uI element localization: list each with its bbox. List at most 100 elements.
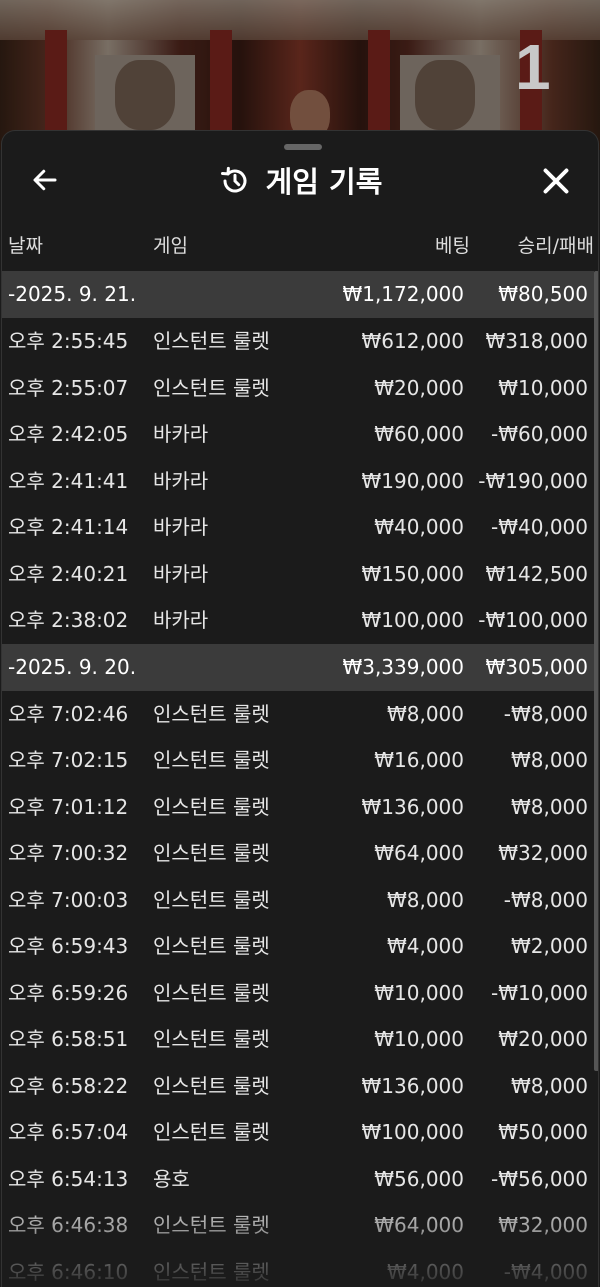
row-game: 인스턴트 룰렛: [153, 934, 270, 958]
history-row[interactable]: 오후 6:46:10 인스턴트 룰렛 ₩4,000 -₩4,000: [2, 1249, 594, 1287]
row-bet: ₩136,000: [361, 1073, 464, 1098]
row-bet: ₩150,000: [361, 561, 464, 586]
row-bet: ₩100,000: [361, 1120, 464, 1144]
row-result: ₩318,000: [485, 329, 588, 353]
row-time: 오후 2:41:41: [8, 468, 129, 493]
row-bet: ₩10,000: [374, 1027, 464, 1051]
history-row[interactable]: 오후 6:58:22 인스턴트 룰렛 ₩136,000 ₩8,000: [2, 1063, 594, 1110]
row-bet: ₩10,000: [374, 980, 464, 1005]
row-result: -₩190,000: [478, 468, 588, 493]
history-row[interactable]: 오후 2:42:05 바카라 ₩60,000 -₩60,000: [2, 411, 594, 458]
row-time: 오후 2:40:21: [8, 561, 129, 586]
row-time: 오후 6:57:04: [8, 1120, 129, 1144]
scrollbar[interactable]: [594, 271, 598, 1071]
history-row[interactable]: 오후 2:38:02 바카라 ₩100,000 -₩100,000: [2, 597, 594, 644]
row-time: 오후 7:01:12: [8, 794, 129, 819]
row-game: 인스턴트 룰렛: [153, 841, 270, 865]
history-row[interactable]: 오후 2:40:21 바카라 ₩150,000 ₩142,500: [2, 551, 594, 598]
row-game: 인스턴트 룰렛: [153, 748, 270, 772]
history-row[interactable]: 오후 6:54:13 용호 ₩56,000 -₩56,000: [2, 1156, 594, 1203]
history-row[interactable]: 오후 6:57:04 인스턴트 룰렛 ₩100,000 ₩50,000: [2, 1109, 594, 1156]
column-result: 승리/패배: [517, 235, 594, 257]
row-game: 바카라: [153, 422, 209, 446]
header: 게임 기록: [2, 159, 598, 205]
row-result: -₩40,000: [491, 515, 588, 539]
row-time: 오후 6:46:38: [8, 1213, 129, 1237]
row-result: -₩100,000: [478, 608, 588, 632]
history-row[interactable]: 오후 7:00:32 인스턴트 룰렛 ₩64,000 ₩32,000: [2, 830, 594, 877]
arrow-left-icon: [33, 169, 57, 191]
row-time: 오후 6:59:43: [8, 934, 129, 958]
row-result: ₩50,000: [498, 1120, 588, 1144]
row-bet: ₩16,000: [374, 748, 464, 772]
row-game: 바카라: [153, 468, 209, 493]
row-time: 오후 6:58:51: [8, 1027, 129, 1051]
row-result: ₩10,000: [498, 375, 588, 400]
date-group-header[interactable]: -2025. 9. 21. ₩1,172,000 ₩80,500: [2, 271, 594, 318]
column-bet: 베팅: [435, 235, 470, 257]
row-bet: ₩8,000: [386, 887, 464, 912]
row-result: ₩2,000: [510, 934, 588, 958]
date-group-header[interactable]: -2025. 9. 20. ₩3,339,000 ₩305,000: [2, 643, 594, 691]
row-game: 바카라: [153, 515, 209, 539]
group-date: -2025. 9. 21.: [8, 282, 137, 306]
history-row[interactable]: 오후 2:55:45 인스턴트 룰렛 ₩612,000 ₩318,000: [2, 318, 594, 365]
row-time: 오후 2:42:05: [8, 422, 129, 446]
row-bet: ₩190,000: [361, 468, 464, 493]
row-time: 오후 7:00:32: [8, 841, 129, 865]
row-result: -₩10,000: [491, 980, 588, 1005]
row-game: 바카라: [153, 561, 209, 586]
row-time: 오후 6:59:26: [8, 980, 129, 1005]
history-row[interactable]: 오후 7:02:46 인스턴트 룰렛 ₩8,000 -₩8,000: [2, 691, 594, 738]
row-result: -₩8,000: [503, 887, 588, 912]
row-game: 인스턴트 룰렛: [153, 980, 270, 1005]
row-time: 오후 7:02:46: [8, 701, 129, 726]
history-row[interactable]: 오후 6:59:43 인스턴트 룰렛 ₩4,000 ₩2,000: [2, 923, 594, 970]
history-row[interactable]: 오후 7:00:03 인스턴트 룰렛 ₩8,000 -₩8,000: [2, 877, 594, 924]
row-game: 용호: [153, 1166, 190, 1191]
history-list: -2025. 9. 21. ₩1,172,000 ₩80,500 오후 2:55:45…: [2, 271, 594, 1287]
row-game: 인스턴트 룰렛: [153, 1027, 270, 1051]
row-bet: ₩64,000: [374, 1213, 464, 1237]
row-time: 오후 7:00:03: [8, 887, 129, 912]
row-bet: ₩40,000: [374, 515, 464, 539]
row-result: -₩8,000: [503, 701, 588, 726]
row-time: 오후 6:46:10: [8, 1259, 129, 1284]
column-date: 날짜: [8, 235, 43, 257]
row-bet: ₩60,000: [374, 422, 464, 446]
row-time: 오후 6:58:22: [8, 1073, 129, 1098]
row-result: ₩20,000: [498, 1027, 588, 1051]
row-result: ₩32,000: [498, 1213, 588, 1237]
history-row[interactable]: 오후 6:46:38 인스턴트 룰렛 ₩64,000 ₩32,000: [2, 1202, 594, 1249]
column-game: 게임: [153, 235, 188, 257]
row-game: 바카라: [153, 608, 209, 632]
row-game: 인스턴트 룰렛: [153, 887, 270, 912]
row-game: 인스턴트 룰렛: [153, 1213, 270, 1237]
row-time: 오후 7:02:15: [8, 748, 129, 772]
group-bet-total: ₩1,172,000: [342, 282, 464, 306]
history-row[interactable]: 오후 6:58:51 인스턴트 룰렛 ₩10,000 ₩20,000: [2, 1016, 594, 1063]
row-bet: ₩8,000: [386, 701, 464, 726]
drag-handle[interactable]: [284, 144, 322, 150]
history-icon: [220, 166, 247, 193]
history-row[interactable]: 오후 2:41:14 바카라 ₩40,000 -₩40,000: [2, 504, 594, 551]
close-button[interactable]: [538, 163, 574, 199]
group-result-total: ₩80,500: [498, 282, 588, 306]
row-time: 오후 2:55:07: [8, 375, 129, 400]
row-bet: ₩100,000: [361, 608, 464, 632]
row-time: 오후 2:41:14: [8, 515, 129, 539]
row-bet: ₩4,000: [386, 1259, 464, 1284]
row-bet: ₩56,000: [374, 1166, 464, 1191]
history-row[interactable]: 오후 6:59:26 인스턴트 룰렛 ₩10,000 -₩10,000: [2, 970, 594, 1017]
row-result: ₩32,000: [498, 841, 588, 865]
row-game: 인스턴트 룰렛: [153, 794, 270, 819]
back-button[interactable]: [30, 165, 64, 199]
history-row[interactable]: 오후 2:41:41 바카라 ₩190,000 -₩190,000: [2, 458, 594, 505]
history-row[interactable]: 오후 7:01:12 인스턴트 룰렛 ₩136,000 ₩8,000: [2, 784, 594, 831]
table-number: 1: [515, 31, 551, 103]
row-time: 오후 2:55:45: [8, 329, 129, 353]
history-row[interactable]: 오후 7:02:15 인스턴트 룰렛 ₩16,000 ₩8,000: [2, 737, 594, 784]
history-row[interactable]: 오후 2:55:07 인스턴트 룰렛 ₩20,000 ₩10,000: [2, 365, 594, 412]
row-result: -₩56,000: [491, 1166, 588, 1191]
row-result: ₩8,000: [510, 748, 588, 772]
